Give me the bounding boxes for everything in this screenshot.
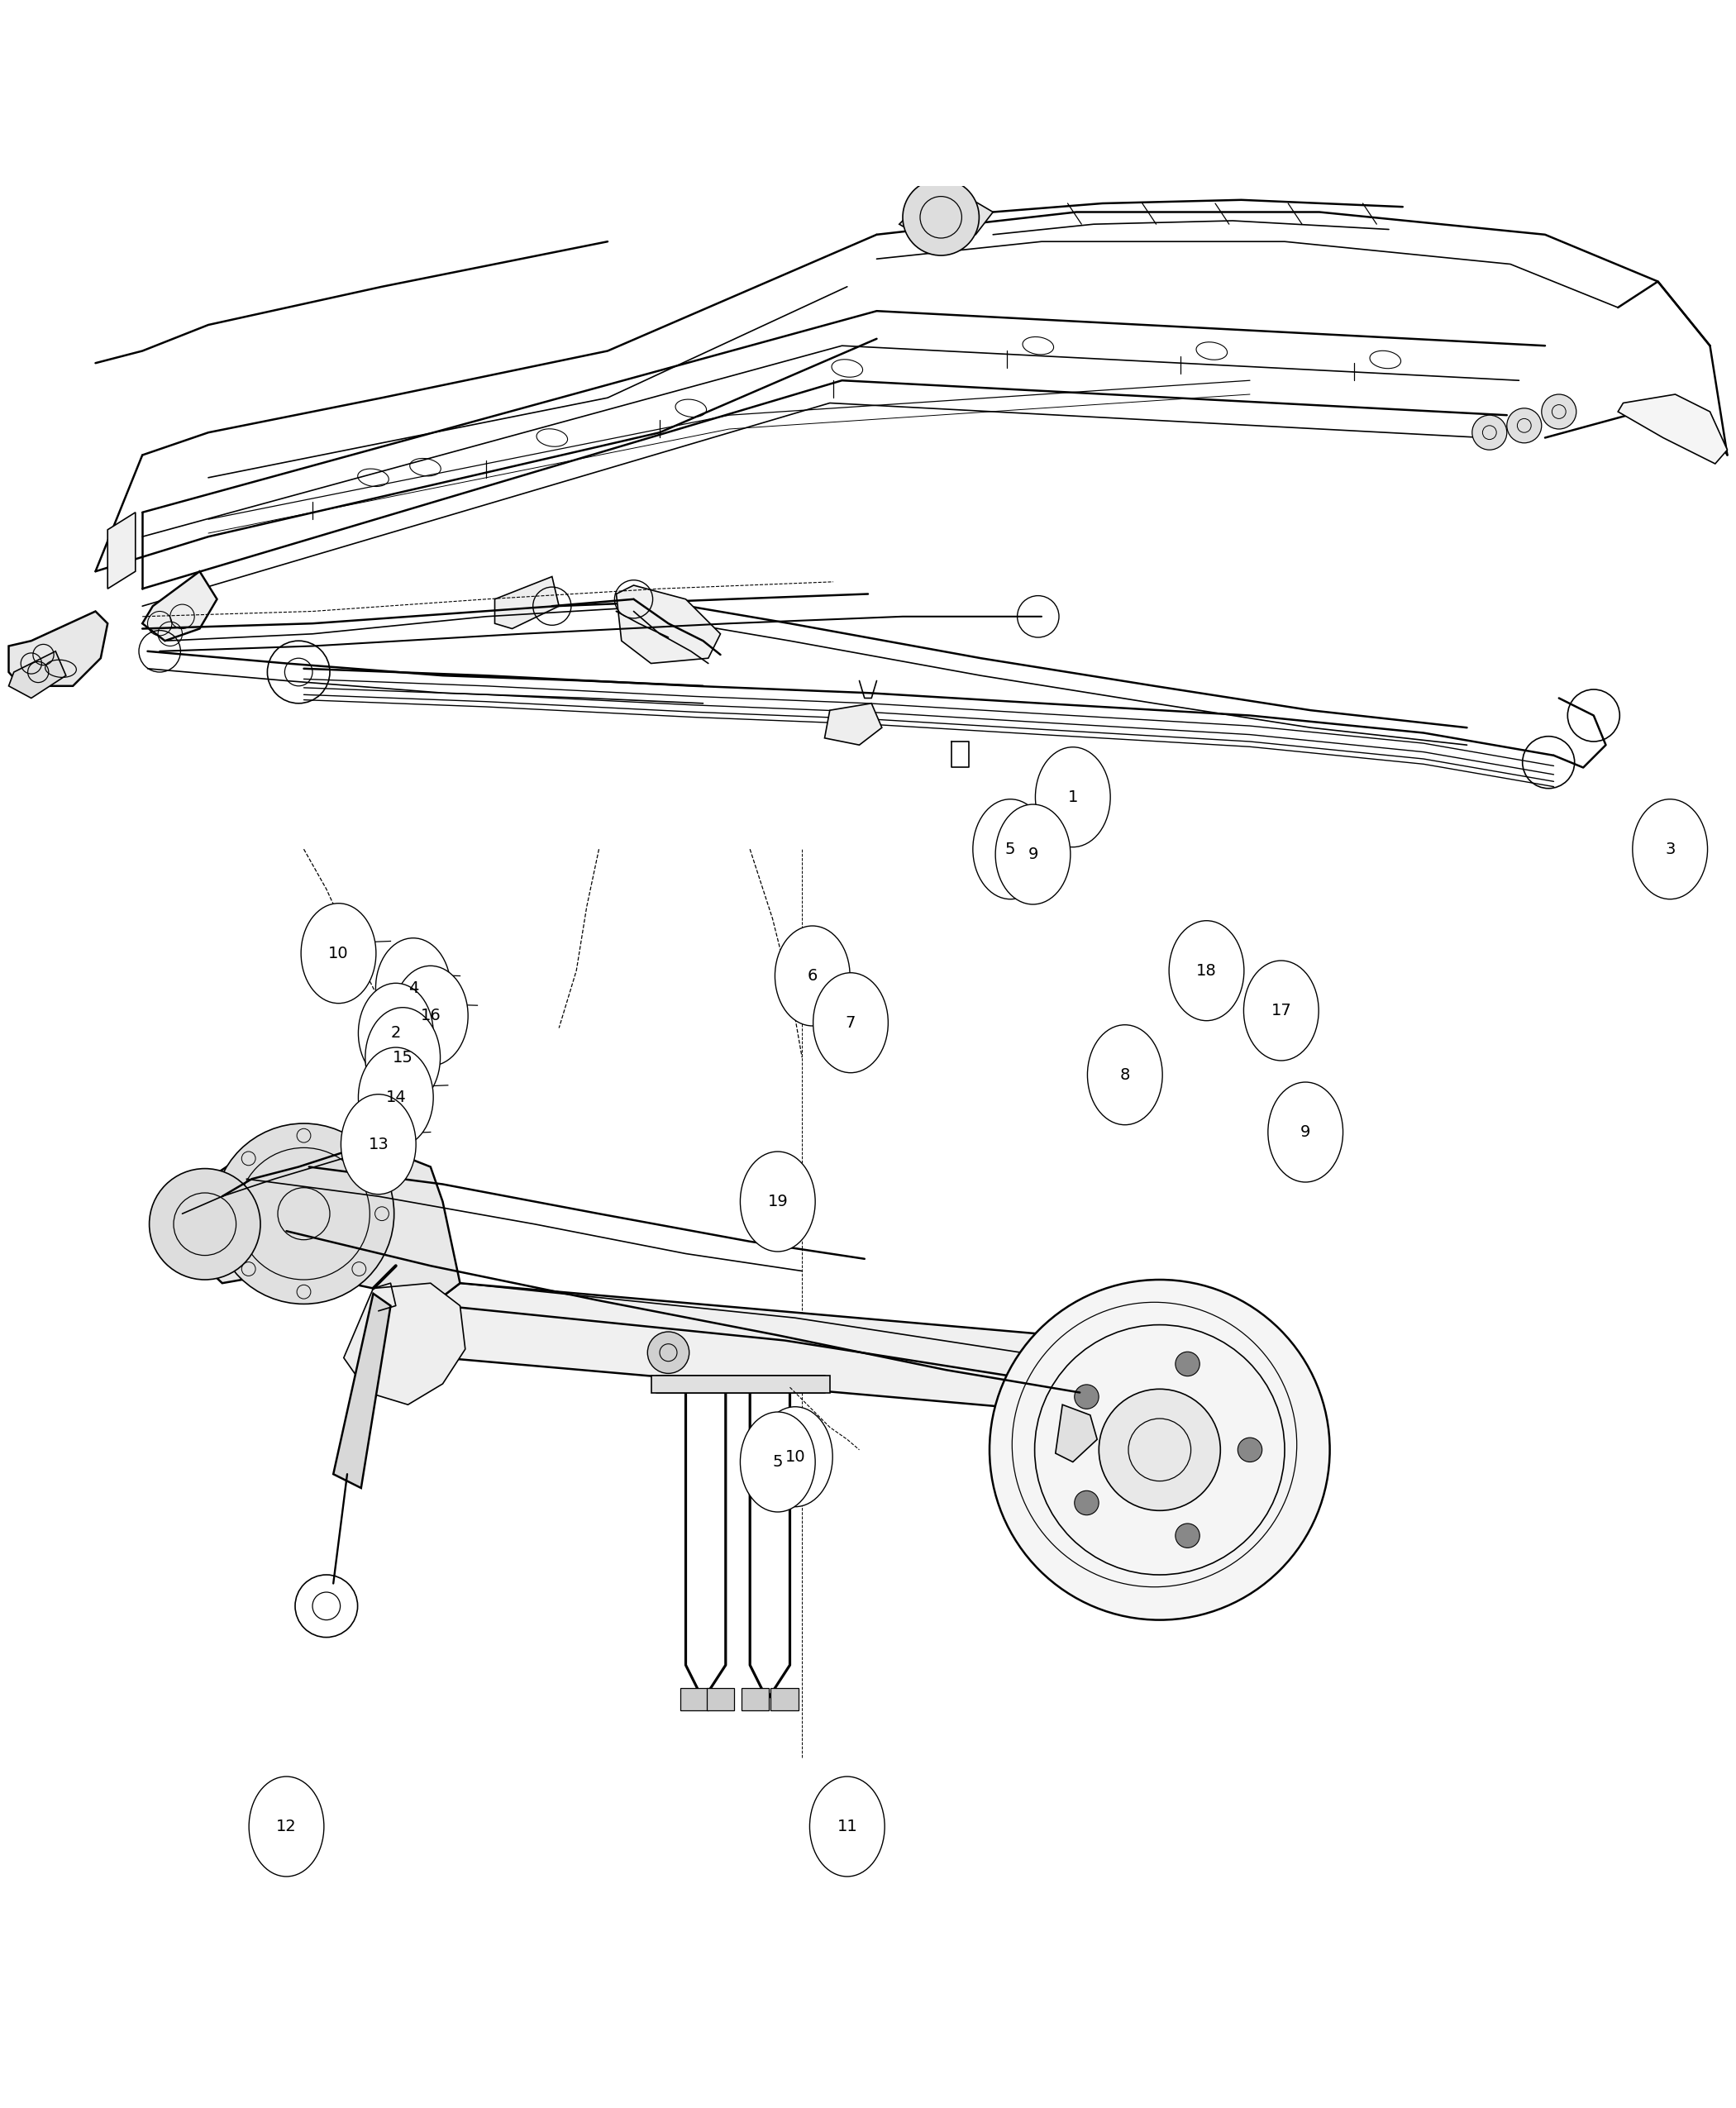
Text: 2: 2 xyxy=(391,1024,401,1041)
Text: 9: 9 xyxy=(1300,1124,1311,1140)
Circle shape xyxy=(903,179,979,255)
Text: 18: 18 xyxy=(1196,963,1217,978)
Circle shape xyxy=(149,1168,260,1280)
Circle shape xyxy=(1075,1385,1099,1408)
Polygon shape xyxy=(825,704,882,744)
Ellipse shape xyxy=(358,982,434,1084)
Polygon shape xyxy=(707,1689,734,1710)
Ellipse shape xyxy=(995,805,1071,904)
Ellipse shape xyxy=(740,1412,816,1511)
Text: 3: 3 xyxy=(1665,841,1675,858)
Polygon shape xyxy=(651,1374,830,1393)
Polygon shape xyxy=(142,571,217,641)
Polygon shape xyxy=(108,512,135,588)
Polygon shape xyxy=(741,1689,769,1710)
Circle shape xyxy=(990,1280,1330,1619)
Polygon shape xyxy=(495,578,559,628)
Text: 17: 17 xyxy=(1271,1003,1292,1018)
Polygon shape xyxy=(182,1138,460,1305)
Text: 4: 4 xyxy=(408,980,418,995)
Ellipse shape xyxy=(340,1094,417,1195)
Text: 13: 13 xyxy=(368,1136,389,1153)
Circle shape xyxy=(214,1124,394,1305)
Ellipse shape xyxy=(1243,961,1319,1060)
Text: 19: 19 xyxy=(767,1193,788,1210)
Text: 10: 10 xyxy=(328,946,349,961)
Polygon shape xyxy=(344,1284,465,1404)
Text: 7: 7 xyxy=(845,1014,856,1031)
Polygon shape xyxy=(616,586,720,664)
Ellipse shape xyxy=(1632,799,1708,900)
Ellipse shape xyxy=(774,925,851,1027)
Polygon shape xyxy=(9,611,108,685)
Text: 12: 12 xyxy=(276,1819,297,1834)
Ellipse shape xyxy=(375,938,451,1037)
Text: 9: 9 xyxy=(1028,847,1038,862)
Ellipse shape xyxy=(248,1777,325,1876)
Ellipse shape xyxy=(972,799,1049,900)
Text: 1: 1 xyxy=(1068,788,1078,805)
Ellipse shape xyxy=(1035,746,1111,847)
Polygon shape xyxy=(9,651,66,698)
Polygon shape xyxy=(681,1689,708,1710)
Polygon shape xyxy=(899,194,993,242)
Text: 5: 5 xyxy=(1005,841,1016,858)
Circle shape xyxy=(1175,1524,1200,1547)
Polygon shape xyxy=(771,1689,799,1710)
Ellipse shape xyxy=(358,1048,434,1147)
Circle shape xyxy=(1099,1389,1220,1511)
Ellipse shape xyxy=(809,1777,885,1876)
Circle shape xyxy=(1175,1351,1200,1377)
Text: 5: 5 xyxy=(773,1455,783,1469)
Circle shape xyxy=(648,1332,689,1374)
Text: 15: 15 xyxy=(392,1050,413,1065)
Polygon shape xyxy=(431,1284,1080,1410)
Ellipse shape xyxy=(812,972,889,1073)
Circle shape xyxy=(1507,409,1542,443)
Polygon shape xyxy=(1055,1404,1097,1463)
Ellipse shape xyxy=(1267,1081,1344,1183)
Circle shape xyxy=(1075,1490,1099,1516)
Ellipse shape xyxy=(1087,1024,1163,1126)
Circle shape xyxy=(1238,1438,1262,1463)
Text: 10: 10 xyxy=(785,1448,806,1465)
Circle shape xyxy=(1472,415,1507,449)
Ellipse shape xyxy=(757,1406,833,1507)
Text: 14: 14 xyxy=(385,1090,406,1105)
Text: 6: 6 xyxy=(807,968,818,984)
Text: 11: 11 xyxy=(837,1819,858,1834)
Ellipse shape xyxy=(1168,921,1245,1020)
Text: 8: 8 xyxy=(1120,1067,1130,1084)
Polygon shape xyxy=(785,963,837,1001)
Ellipse shape xyxy=(740,1151,816,1252)
Polygon shape xyxy=(785,963,830,999)
Ellipse shape xyxy=(365,1008,441,1107)
Polygon shape xyxy=(333,1294,391,1488)
Circle shape xyxy=(1542,394,1576,430)
Polygon shape xyxy=(1618,394,1727,464)
Ellipse shape xyxy=(392,965,469,1067)
Text: 16: 16 xyxy=(420,1008,441,1024)
Ellipse shape xyxy=(300,904,377,1003)
